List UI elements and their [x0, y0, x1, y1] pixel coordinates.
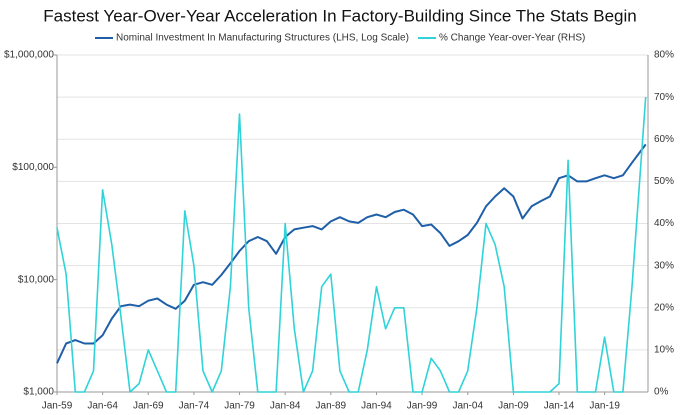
x-tick-label: Jan-04 — [452, 401, 483, 412]
x-tick-label: Jan-74 — [179, 401, 210, 412]
x-tick-label: Jan-69 — [133, 401, 164, 412]
x-tick-label: Jan-79 — [224, 401, 255, 412]
y-tick-label: $1,000 — [23, 387, 54, 398]
x-tick-label: Jan-84 — [270, 401, 301, 412]
y-tick-label: $100,000 — [12, 162, 54, 173]
y2-tick-label: 60% — [654, 134, 674, 145]
y2-tick-label: 50% — [654, 176, 674, 187]
series-line — [56, 143, 647, 364]
x-tick-label: Jan-19 — [589, 401, 620, 412]
y2-tick-label: 40% — [654, 218, 674, 229]
y2-tick-label: 20% — [654, 302, 674, 313]
y2-tick-label: 30% — [654, 260, 674, 271]
x-tick-label: Jan-59 — [42, 401, 73, 412]
y2-tick-label: 80% — [654, 50, 674, 61]
x-tick-label: Jan-14 — [544, 401, 575, 412]
x-tick-label: Jan-94 — [361, 401, 392, 412]
y-tick-label: $1,000,000 — [4, 50, 54, 61]
legend-label: % Change Year-over-Year (RHS) — [439, 33, 585, 44]
y2-tick-label: 70% — [654, 92, 674, 103]
y2-tick-label: 0% — [654, 387, 669, 398]
x-tick-label: Jan-99 — [407, 401, 438, 412]
x-tick-label: Jan-09 — [498, 401, 529, 412]
legend-label: Nominal Investment In Manufacturing Stru… — [116, 33, 409, 44]
y2-tick-label: 10% — [654, 345, 674, 356]
chart-title: Fastest Year-Over-Year Acceleration In F… — [43, 6, 636, 25]
x-tick-label: Jan-64 — [87, 401, 118, 412]
x-tick-label: Jan-89 — [316, 401, 347, 412]
series-line — [56, 97, 647, 393]
y-tick-label: $10,000 — [18, 274, 55, 285]
